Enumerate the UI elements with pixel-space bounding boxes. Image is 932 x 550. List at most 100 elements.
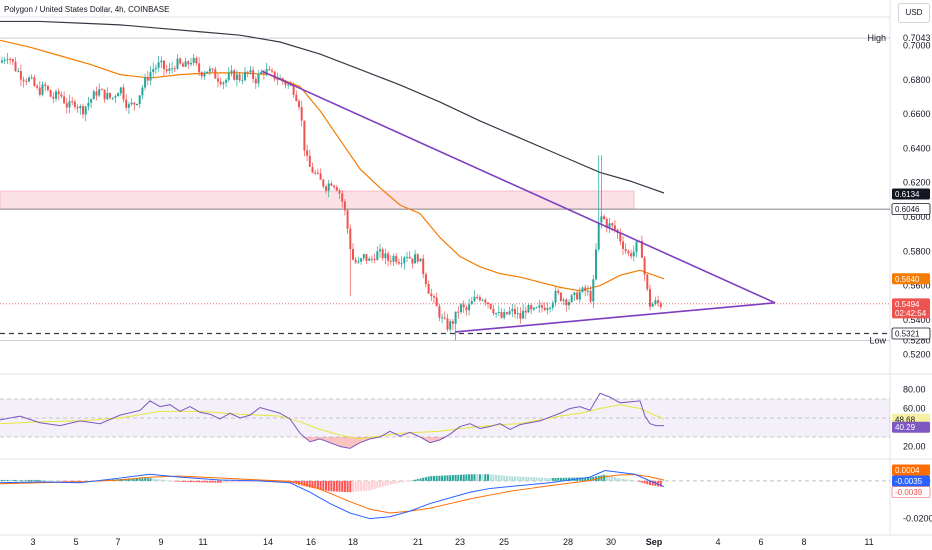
candle-body[interactable]: [343, 201, 346, 211]
candle-body[interactable]: [211, 68, 214, 70]
candle-body[interactable]: [397, 261, 400, 264]
candle-body[interactable]: [492, 308, 495, 314]
candle-body[interactable]: [17, 71, 20, 73]
candle-body[interactable]: [82, 106, 84, 115]
candle-body[interactable]: [505, 312, 508, 315]
candle-body[interactable]: [271, 70, 273, 72]
candle-body[interactable]: [392, 255, 395, 262]
candle-body[interactable]: [325, 186, 327, 191]
candle-body[interactable]: [573, 292, 576, 296]
candle-body[interactable]: [454, 311, 457, 324]
candle-body[interactable]: [254, 78, 257, 84]
candle-body[interactable]: [368, 258, 371, 261]
candle-body[interactable]: [222, 82, 225, 85]
candle-body[interactable]: [449, 321, 452, 330]
candle-body[interactable]: [203, 73, 206, 77]
candle-body[interactable]: [646, 274, 649, 290]
candle-body[interactable]: [589, 290, 592, 302]
candle-body[interactable]: [384, 253, 387, 259]
candle-body[interactable]: [227, 73, 230, 80]
candle-body[interactable]: [314, 172, 317, 174]
candle-body[interactable]: [273, 71, 276, 80]
candle-body[interactable]: [427, 284, 430, 294]
candle-body[interactable]: [597, 222, 600, 250]
candle-body[interactable]: [287, 84, 290, 86]
candle-body[interactable]: [163, 60, 165, 70]
candle-body[interactable]: [87, 102, 90, 107]
candle-body[interactable]: [373, 258, 376, 261]
candle-body[interactable]: [349, 228, 352, 250]
candle-body[interactable]: [406, 256, 408, 258]
candle-body[interactable]: [316, 172, 319, 174]
candle-body[interactable]: [586, 290, 589, 292]
candle-body[interactable]: [495, 313, 498, 315]
candle-body[interactable]: [176, 58, 179, 69]
candle-body[interactable]: [295, 94, 298, 102]
candle-body[interactable]: [284, 81, 287, 85]
candle-body[interactable]: [165, 69, 168, 71]
candle-body[interactable]: [292, 85, 295, 95]
candle-body[interactable]: [238, 74, 241, 81]
candle-body[interactable]: [179, 58, 182, 64]
candle-body[interactable]: [389, 260, 392, 262]
candle-body[interactable]: [57, 91, 60, 95]
candle-body[interactable]: [400, 263, 403, 265]
candle-body[interactable]: [381, 249, 384, 259]
candle-body[interactable]: [28, 77, 30, 82]
candle-body[interactable]: [268, 69, 271, 71]
candle-body[interactable]: [276, 79, 279, 81]
candle-body[interactable]: [559, 292, 562, 301]
candle-body[interactable]: [214, 69, 217, 79]
candle-body[interactable]: [608, 223, 611, 228]
candle-body[interactable]: [11, 59, 14, 62]
candle-body[interactable]: [570, 295, 573, 302]
candle-body[interactable]: [497, 311, 500, 314]
candle-body[interactable]: [654, 300, 657, 304]
candle-body[interactable]: [136, 104, 138, 106]
candle-body[interactable]: [578, 291, 581, 300]
candle-body[interactable]: [595, 249, 597, 280]
candle-body[interactable]: [38, 87, 41, 95]
candle-body[interactable]: [22, 79, 25, 81]
candle-body[interactable]: [95, 91, 98, 96]
candle-body[interactable]: [640, 240, 643, 258]
candle-body[interactable]: [468, 304, 471, 311]
candle-body[interactable]: [551, 302, 554, 308]
candle-body[interactable]: [603, 216, 606, 220]
candle-body[interactable]: [265, 69, 268, 74]
candle-body[interactable]: [73, 101, 76, 108]
candle-body[interactable]: [476, 296, 479, 298]
candle-body[interactable]: [592, 279, 595, 302]
candle-body[interactable]: [311, 166, 314, 173]
candle-body[interactable]: [624, 248, 627, 252]
candle-body[interactable]: [379, 249, 381, 252]
candle-body[interactable]: [173, 68, 176, 70]
candle-body[interactable]: [613, 225, 616, 230]
candle-body[interactable]: [233, 70, 236, 80]
candle-body[interactable]: [503, 312, 506, 318]
candle-body[interactable]: [200, 72, 203, 77]
candle-body[interactable]: [470, 301, 473, 305]
candle-body[interactable]: [249, 70, 252, 73]
candle-body[interactable]: [206, 71, 209, 74]
candle-body[interactable]: [322, 179, 325, 187]
candle-body[interactable]: [9, 59, 12, 61]
candle-body[interactable]: [1, 60, 3, 63]
candle-body[interactable]: [465, 307, 468, 311]
candle-body[interactable]: [33, 77, 36, 86]
candle-body[interactable]: [387, 253, 390, 261]
candle-body[interactable]: [149, 72, 152, 81]
candle-body[interactable]: [422, 258, 425, 275]
candle-body[interactable]: [130, 102, 133, 105]
candle-body[interactable]: [157, 62, 160, 68]
candle-body[interactable]: [370, 258, 373, 260]
candle-body[interactable]: [41, 84, 44, 95]
candle-body[interactable]: [414, 254, 417, 264]
candle-body[interactable]: [127, 104, 130, 108]
candle-body[interactable]: [84, 106, 87, 115]
candle-body[interactable]: [138, 95, 141, 105]
candle-body[interactable]: [535, 307, 538, 309]
candle-body[interactable]: [487, 302, 489, 304]
candle-body[interactable]: [584, 287, 587, 291]
